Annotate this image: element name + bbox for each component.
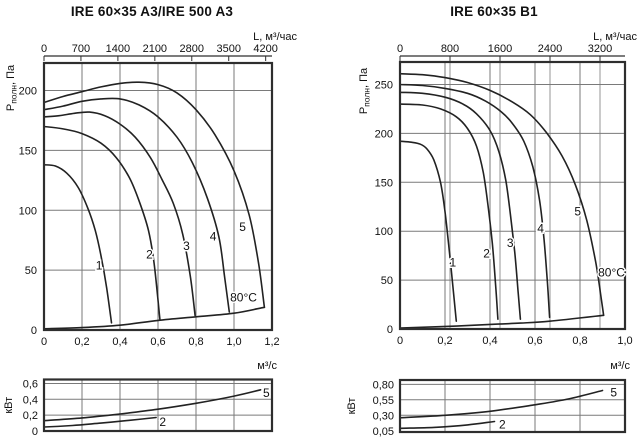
power-curve-5 bbox=[43, 389, 262, 422]
power-curve-label-2: 2 bbox=[159, 415, 166, 429]
plot-border bbox=[398, 60, 627, 331]
curve-label-5: 5 bbox=[574, 205, 581, 219]
flow-tick-label: 1,0 bbox=[617, 335, 632, 347]
fan-curve-5 bbox=[399, 72, 605, 317]
fan-curve-2 bbox=[43, 125, 161, 320]
power-tick-label: 0,55 bbox=[373, 395, 394, 407]
flow-tick-label: 1,2 bbox=[264, 336, 279, 348]
chart-title-right: IRE 60×35 B1 bbox=[450, 4, 538, 19]
power-tick-label: 0,30 bbox=[373, 410, 394, 422]
pressure-tick-label: 200 bbox=[19, 86, 37, 98]
power-curve-label-5: 5 bbox=[610, 385, 617, 399]
curve-label-1: 1 bbox=[450, 255, 457, 269]
pressure-tick-label: 200 bbox=[375, 128, 393, 140]
flow-tick-label: 1,0 bbox=[226, 336, 241, 348]
power-axis-unit: кВт bbox=[3, 397, 15, 414]
flow-tick-label: 0 bbox=[41, 336, 47, 348]
top-axis-tick-label: 2100 bbox=[143, 43, 167, 55]
power-axis-unit: кВт bbox=[346, 398, 358, 415]
power-tick-label: 0 bbox=[32, 426, 38, 438]
top-axis-title: L, м³/час bbox=[253, 31, 297, 43]
pressure-tick-label: 150 bbox=[375, 177, 393, 189]
pressure-tick-label: 150 bbox=[19, 145, 37, 157]
top-axis-tick-label: 2800 bbox=[180, 43, 204, 55]
power-plot-border bbox=[398, 378, 627, 434]
fan-curve-4 bbox=[399, 83, 551, 319]
top-axis-tick-label: 1400 bbox=[106, 43, 130, 55]
flow-tick-label: 0 bbox=[397, 335, 403, 347]
power-tick-label: 0,4 bbox=[23, 394, 38, 406]
power-curve-2 bbox=[399, 420, 496, 430]
top-axis-tick-label: 800 bbox=[441, 43, 459, 55]
top-axis-title: L, м³/час bbox=[593, 31, 637, 43]
curve-label-1: 1 bbox=[96, 258, 103, 272]
fan-curve-5 bbox=[43, 81, 266, 309]
flow-axis-unit: м³/с bbox=[610, 360, 630, 372]
curve-label-5: 5 bbox=[239, 220, 246, 234]
pressure-tick-label: 50 bbox=[25, 265, 37, 277]
min-flow-envelope-curve bbox=[43, 306, 266, 330]
power-tick-label: 0,80 bbox=[373, 379, 394, 391]
curve-label-2: 2 bbox=[483, 247, 490, 261]
top-axis-tick-label: 1600 bbox=[488, 43, 512, 55]
power-tick-label: 0,6 bbox=[23, 378, 38, 390]
top-axis-tick-label: 700 bbox=[72, 43, 90, 55]
fan-curve-1 bbox=[43, 164, 113, 324]
pressure-axis-title: Рполн, Па bbox=[5, 64, 19, 111]
pressure-tick-label: 100 bbox=[19, 205, 37, 217]
pressure-tick-label: 50 bbox=[381, 275, 393, 287]
pressure-tick-label: 250 bbox=[375, 79, 393, 91]
min-flow-envelope-curve bbox=[399, 314, 605, 329]
power-tick-label: 0,2 bbox=[23, 410, 38, 422]
flow-tick-label: 0,8 bbox=[188, 336, 203, 348]
temperature-annotation: 80°C bbox=[598, 265, 625, 279]
curve-label-3: 3 bbox=[183, 239, 190, 253]
fan-curve-4 bbox=[43, 97, 231, 313]
flow-tick-label: 0,2 bbox=[74, 336, 89, 348]
top-axis-tick-label: 3200 bbox=[588, 43, 612, 55]
power-tick-label: 0,05 bbox=[373, 426, 394, 438]
temperature-annotation: 80°C bbox=[230, 291, 257, 305]
top-axis-tick-label: 4200 bbox=[253, 43, 277, 55]
power-curve-5 bbox=[399, 389, 604, 419]
pressure-tick-label: 100 bbox=[375, 226, 393, 238]
curve-label-3: 3 bbox=[507, 236, 514, 250]
top-axis-tick-label: 3500 bbox=[216, 43, 240, 55]
top-axis-tick-label: 2400 bbox=[538, 43, 562, 55]
power-curve-label-2: 2 bbox=[499, 417, 506, 431]
pressure-tick-label: 0 bbox=[31, 325, 37, 337]
fan-curve-2 bbox=[399, 103, 499, 320]
power-curve-label-5: 5 bbox=[263, 386, 270, 400]
flow-tick-label: 0,8 bbox=[572, 335, 587, 347]
power-plot-border bbox=[42, 378, 274, 433]
fan-curve-3 bbox=[399, 91, 522, 320]
flow-tick-label: 0,6 bbox=[150, 336, 165, 348]
fan-curve-1 bbox=[399, 140, 458, 322]
flow-tick-label: 0,4 bbox=[482, 335, 497, 347]
pressure-axis-title: Рполн, Па bbox=[358, 67, 372, 114]
power-curve-2 bbox=[43, 416, 157, 428]
curve-label-4: 4 bbox=[537, 221, 544, 235]
plot-border bbox=[42, 61, 274, 332]
fan-curve-3 bbox=[43, 111, 196, 317]
flow-tick-label: 0,4 bbox=[112, 336, 127, 348]
flow-tick-label: 0,6 bbox=[527, 335, 542, 347]
pressure-tick-label: 0 bbox=[387, 324, 393, 336]
flow-tick-label: 0,2 bbox=[437, 335, 452, 347]
curve-label-2: 2 bbox=[146, 248, 153, 262]
curve-label-4: 4 bbox=[210, 230, 217, 244]
top-axis-tick-label: 0 bbox=[41, 43, 47, 55]
chart-title-left: IRE 60×35 A3/IRE 500 A3 bbox=[71, 4, 234, 19]
top-axis-tick-label: 0 bbox=[397, 43, 403, 55]
flow-axis-unit: м³/с bbox=[257, 360, 277, 372]
